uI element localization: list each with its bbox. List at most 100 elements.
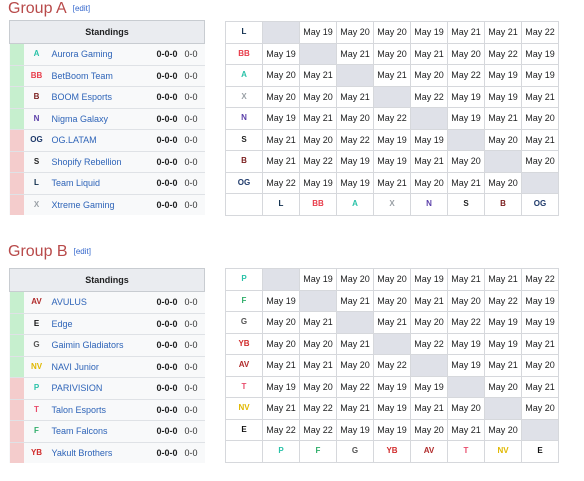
team-name-link[interactable]: Nigma Galaxy (49, 107, 157, 130)
row-team-logo-icon[interactable]: X (241, 91, 247, 101)
standings-row: A Aurora Gaming 0-0-0 0-0 (9, 43, 205, 65)
team-name-link[interactable]: Team Falcons (49, 420, 157, 442)
row-team-logo-icon[interactable]: B (241, 156, 247, 166)
row-team-logo-icon[interactable]: YB (238, 338, 250, 348)
column-team-logo-icon[interactable]: OG (533, 199, 547, 209)
team-logo-icon[interactable]: NV (30, 361, 43, 371)
team-logo-icon[interactable]: BB (30, 70, 43, 80)
matrix-row: P May 19 May 20 May 20 May 19 May 21 May 21 May… (225, 268, 559, 291)
team-name-link[interactable]: OG.LATAM (49, 129, 157, 151)
match-date-cell: May 20 (484, 171, 522, 194)
team-record: 0-0-0 (156, 129, 185, 151)
standings-row: B BOOM Esports 0-0-0 0-0 (9, 86, 205, 108)
match-date-cell: May 20 (521, 107, 559, 130)
match-date-cell: May 19 (299, 268, 337, 291)
team-name-link[interactable]: Talon Esports (49, 398, 157, 421)
column-team-logo-icon[interactable]: BB (312, 199, 324, 209)
team-logo-icon[interactable]: OG (30, 135, 43, 145)
row-team-logo-icon[interactable]: L (241, 27, 247, 37)
team-name-link[interactable]: Edge (49, 312, 157, 335)
game-difference: 0-0 (184, 43, 205, 65)
row-team-logo-icon[interactable]: N (241, 113, 247, 123)
row-team-logo-icon[interactable]: BB (238, 48, 250, 58)
standings-row: L Team Liquid 0-0-0 0-0 (9, 172, 205, 194)
row-team-logo-icon[interactable]: OG (237, 177, 251, 187)
row-team-logo-icon[interactable]: A (241, 70, 247, 80)
group-title-text: Group B (8, 243, 68, 260)
team-name-link[interactable]: NAVI Junior (49, 355, 157, 378)
team-logo-icon[interactable]: AV (31, 297, 42, 307)
team-logo-icon[interactable]: B (33, 92, 40, 102)
team-name-link[interactable]: Yakult Brothers (49, 441, 157, 463)
match-date-cell: May 19 (484, 311, 522, 334)
team-logo-icon[interactable]: T (34, 404, 39, 414)
matrix-row: S May 21 May 20 May 22 May 19 May 19 May 20 May… (225, 128, 559, 151)
match-date-cell: May 20 (521, 397, 559, 420)
row-team-logo-icon[interactable]: G (240, 317, 248, 327)
team-logo-icon[interactable]: A (33, 49, 40, 59)
team-name-link[interactable]: Aurora Gaming (49, 43, 157, 65)
matrix-column-logos: L BB A X N S B OG (225, 193, 559, 216)
team-logo-icon[interactable]: E (33, 318, 40, 328)
column-team-logo-icon[interactable]: E (537, 446, 543, 456)
match-date-cell: May 19 (521, 64, 559, 87)
game-difference: 0-0 (184, 129, 205, 151)
match-date-cell: May 20 (410, 418, 448, 441)
row-team-logo-icon[interactable]: F (241, 295, 247, 305)
match-date-cell: May 20 (373, 268, 411, 291)
column-team-logo-icon[interactable]: L (278, 199, 284, 209)
matrix-diagonal-cell (521, 418, 559, 441)
standings-row: OG OG.LATAM 0-0-0 0-0 (9, 129, 205, 151)
row-team-logo-icon[interactable]: P (241, 274, 247, 284)
matrix-diagonal-cell (410, 354, 448, 377)
team-logo-icon[interactable]: N (33, 113, 40, 123)
team-logo-icon[interactable]: S (33, 156, 40, 166)
team-name-link[interactable]: BetBoom Team (49, 64, 157, 87)
row-team-logo-icon[interactable]: AV (238, 360, 250, 370)
team-name-link[interactable]: AVULUS (49, 291, 157, 313)
team-logo-icon[interactable]: L (34, 178, 39, 188)
team-logo-icon[interactable]: G (33, 340, 40, 350)
column-team-logo-icon[interactable]: P (278, 446, 284, 456)
qualification-indicator (9, 398, 24, 421)
team-logo-icon[interactable]: P (33, 383, 40, 393)
match-date-cell: May 21 (373, 171, 411, 194)
column-team-logo-icon[interactable]: A (352, 199, 358, 209)
qualification-indicator (9, 441, 24, 463)
column-team-logo-icon[interactable]: F (315, 446, 321, 456)
column-team-logo-icon[interactable]: NV (497, 446, 509, 456)
team-logo-icon[interactable]: X (33, 199, 40, 209)
column-team-logo-icon[interactable]: T (463, 446, 469, 456)
match-date-cell: May 22 (410, 332, 448, 355)
team-name-link[interactable]: BOOM Esports (49, 86, 157, 108)
match-date-cell: May 21 (521, 375, 559, 398)
column-team-logo-icon[interactable]: N (426, 199, 432, 209)
row-team-logo-icon[interactable]: T (241, 381, 247, 391)
column-team-logo-icon[interactable]: AV (423, 446, 435, 456)
match-date-cell: May 22 (262, 418, 300, 441)
column-team-logo-icon[interactable]: G (351, 446, 359, 456)
team-name-link[interactable]: Gaimin Gladiators (49, 334, 157, 356)
row-team-logo-icon[interactable]: S (241, 134, 247, 144)
qualification-indicator (9, 193, 24, 215)
match-date-cell: May 22 (484, 289, 522, 312)
row-team-logo-icon[interactable]: E (241, 424, 247, 434)
team-logo-icon[interactable]: F (34, 426, 39, 436)
team-name-link[interactable]: Team Liquid (49, 172, 157, 194)
matrix-diagonal-cell (336, 311, 374, 334)
row-team-logo-icon[interactable]: NV (238, 403, 250, 413)
column-team-logo-icon[interactable]: S (463, 199, 469, 209)
column-team-logo-icon[interactable]: YB (386, 446, 398, 456)
match-date-cell: May 20 (410, 311, 448, 334)
team-name-link[interactable]: PARIVISION (49, 377, 157, 399)
team-name-link[interactable]: Shopify Rebellion (49, 150, 157, 173)
standings-row: N Nigma Galaxy 0-0-0 0-0 (9, 107, 205, 130)
column-team-logo-icon[interactable]: X (389, 199, 395, 209)
match-date-cell: May 20 (262, 332, 300, 355)
edit-link[interactable]: edit (75, 247, 89, 257)
column-team-logo-icon[interactable]: B (500, 199, 506, 209)
edit-link[interactable]: edit (74, 4, 88, 14)
team-logo-icon[interactable]: YB (30, 447, 43, 457)
match-date-cell: May 20 (521, 354, 559, 377)
team-name-link[interactable]: Xtreme Gaming (49, 193, 157, 215)
